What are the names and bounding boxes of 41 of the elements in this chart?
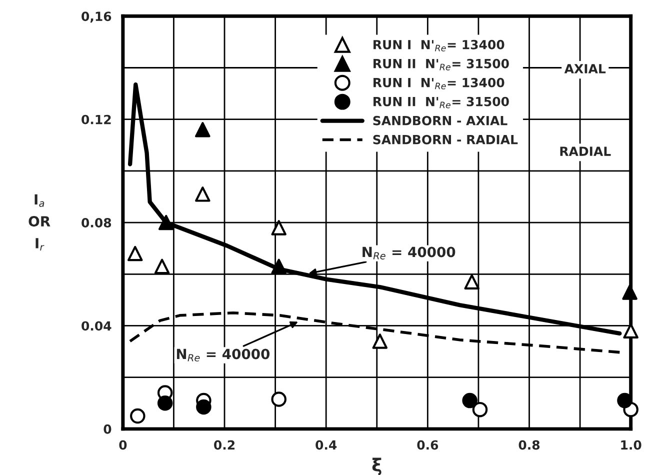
x-tick-label: 0.4: [316, 440, 337, 450]
x-tick-label: 0.2: [214, 440, 234, 450]
annotation: N$_{Re}$ = 40000: [362, 246, 456, 260]
x-tick-label: 0: [119, 440, 127, 450]
annotation: N$_{Re}$ = 40000: [176, 348, 270, 362]
y-tick-label: 0.08: [82, 218, 112, 228]
point: [462, 392, 478, 408]
point: [271, 258, 286, 274]
x-axis-title: ξ: [372, 458, 382, 475]
legend-label: SANDBORN - RADIAL: [373, 134, 518, 144]
legend-label: RUN I N'$_{Re}$= 13400: [374, 40, 504, 52]
point: [472, 402, 488, 418]
point: [196, 399, 212, 415]
point: [623, 323, 638, 339]
y-tick-label: 0.04: [82, 321, 112, 331]
y-tick-label: 0,16: [82, 12, 112, 23]
legend-label: SANDBORN - AXIAL: [373, 116, 508, 126]
point: [130, 408, 146, 424]
annotation: AXIAL: [564, 64, 606, 74]
legend-label: RUN I N'$_{Re}$= 13400: [374, 78, 504, 90]
point: [127, 246, 143, 262]
point: [622, 284, 638, 300]
point: [271, 392, 286, 407]
point: [195, 186, 210, 202]
y-axis-title: I$_{a}$ OR I$_{r}$: [28, 194, 50, 251]
point: [372, 334, 388, 349]
x-tick-label: 1.0: [621, 440, 642, 450]
point: [158, 214, 174, 230]
point: [271, 220, 286, 236]
legend-label: RUN II N'$_{Re}$= 31500: [374, 58, 509, 70]
point: [617, 392, 632, 408]
point: [195, 122, 210, 138]
point: [157, 395, 173, 411]
y-tick-label: 0.12: [82, 114, 111, 124]
point: [464, 274, 480, 290]
legend-label: RUN II N'$_{Re}$= 31500: [374, 96, 509, 108]
annotation: RADIAL: [560, 146, 611, 156]
point: [154, 258, 170, 274]
y-tick-label: 0: [104, 424, 112, 434]
x-tick-label: 0.6: [417, 440, 438, 450]
x-tick-label: 0.8: [518, 440, 540, 450]
